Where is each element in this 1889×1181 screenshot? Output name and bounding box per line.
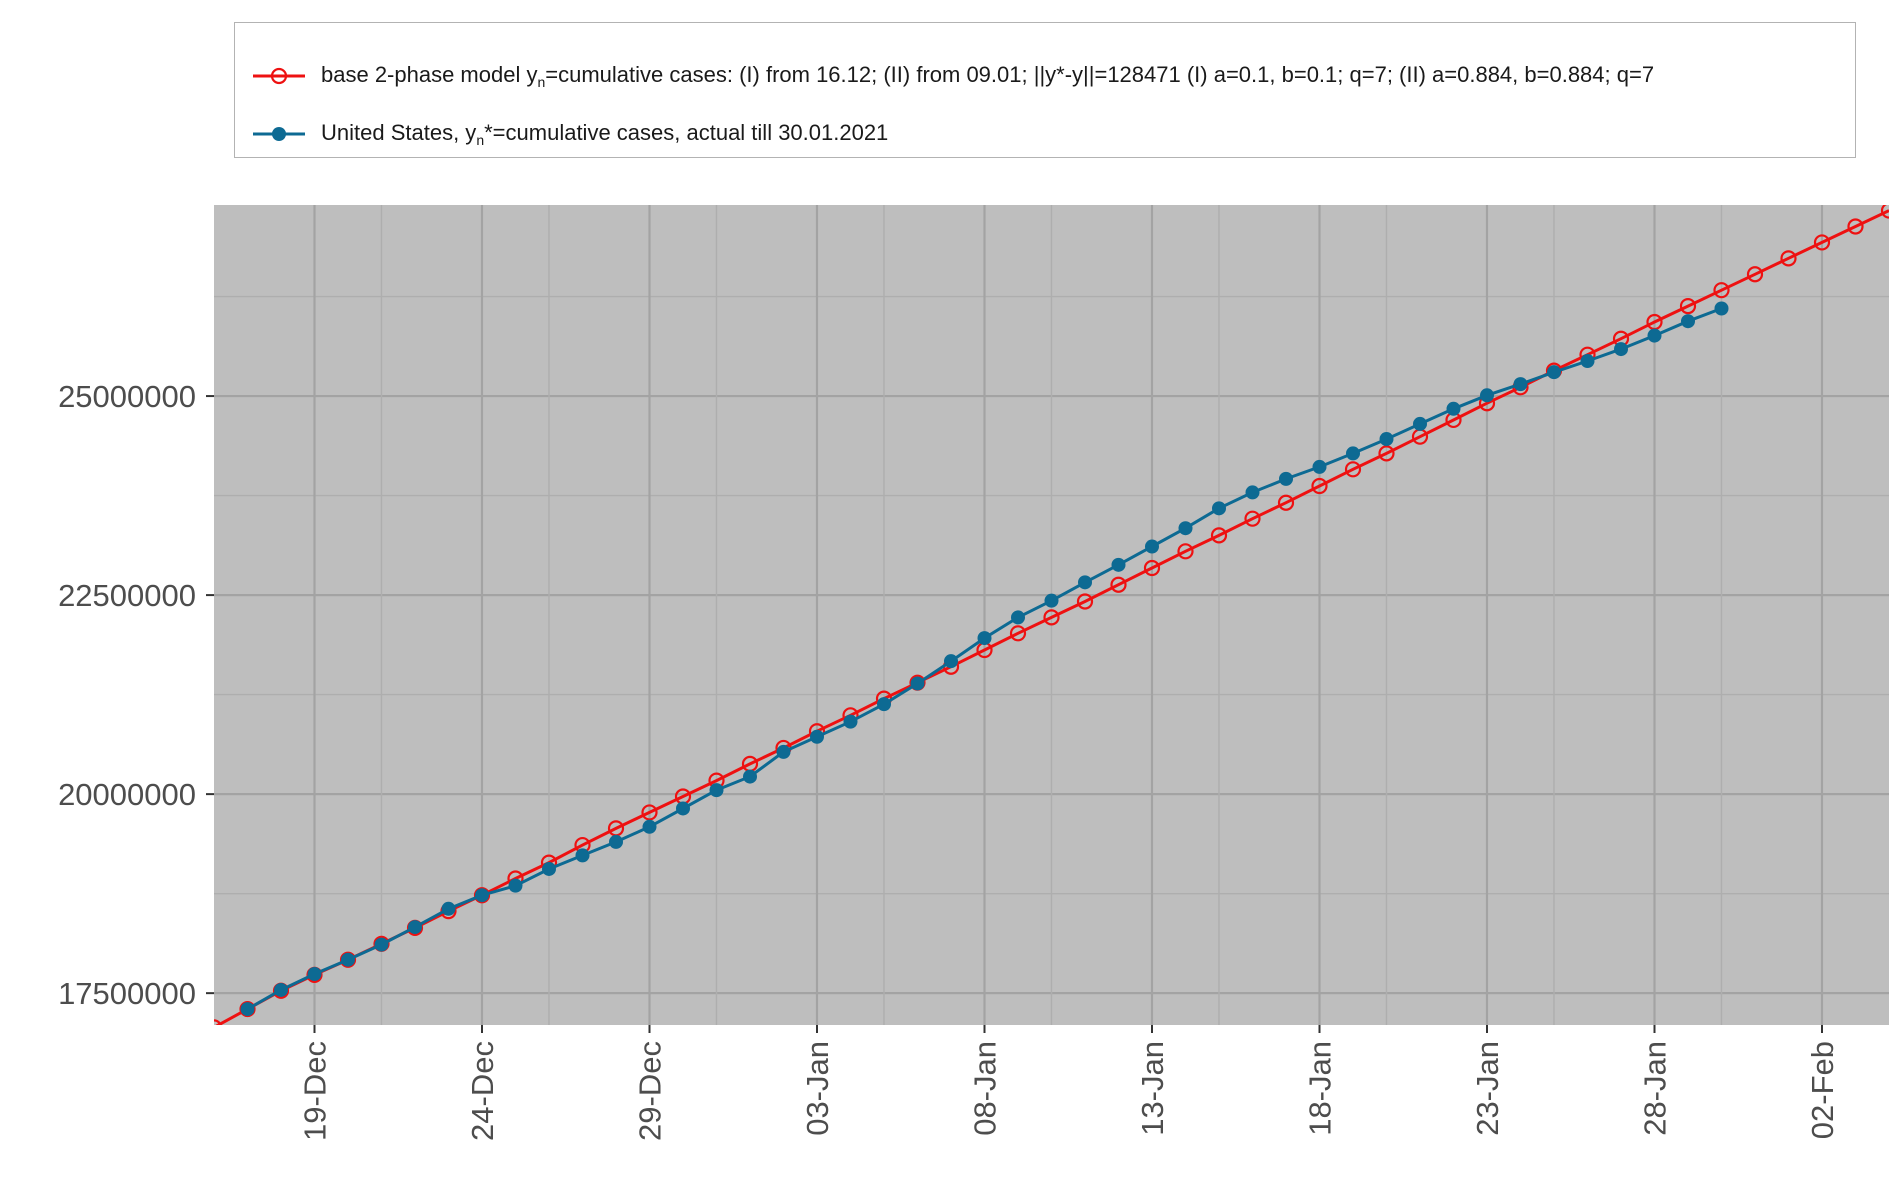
actual-point [1480, 388, 1494, 403]
model-point [1813, 234, 1831, 251]
x-tick-label: 18-Jan [1303, 1041, 1338, 1136]
x-tick-label: 24-Dec [465, 1041, 500, 1141]
legend-item-actual: United States, yn*=cumulative cases, act… [253, 119, 888, 149]
actual-point [1647, 328, 1662, 343]
model-point [641, 804, 658, 821]
x-tick-label: 02-Feb [1805, 1041, 1840, 1139]
model-point [1880, 205, 1889, 219]
actual-point [1614, 342, 1628, 357]
actual-point [1078, 575, 1092, 590]
actual-point [910, 676, 925, 691]
y-axis: 17500000 20000000 22500000 25000000 [58, 379, 214, 1011]
actual-point [1681, 314, 1695, 329]
actual-point [877, 697, 891, 712]
actual-point [508, 878, 523, 893]
actual-point [810, 729, 824, 744]
y-tick-label: 25000000 [58, 379, 196, 414]
actual-point [1145, 539, 1159, 554]
model-point [1043, 609, 1060, 626]
actual-point [1011, 610, 1025, 625]
actual-point [743, 769, 757, 784]
actual-point [441, 901, 456, 916]
actual-point [1279, 471, 1293, 486]
legend: base 2-phase model yn=cumulative cases: … [234, 22, 1856, 158]
model-point [1746, 266, 1764, 283]
actual-point [709, 783, 724, 798]
x-tick-label: 13-Jan [1135, 1041, 1170, 1136]
actual-point [609, 834, 623, 849]
actual-point [1580, 354, 1595, 369]
actual-point [776, 744, 791, 759]
model-point [1311, 477, 1328, 495]
actual-point [1714, 301, 1729, 316]
model-point [1344, 461, 1362, 478]
model-point [1847, 218, 1864, 235]
actual-point [475, 888, 489, 903]
actual-point [676, 801, 690, 816]
y-tick-label: 17500000 [58, 976, 196, 1011]
actual-point [1513, 377, 1528, 392]
actual-point [1346, 446, 1360, 461]
legend-key-actual [253, 127, 305, 141]
legend-label-model: base 2-phase model yn=cumulative cases: … [321, 62, 1655, 90]
actual-point [1446, 401, 1461, 416]
model-line [215, 209, 1889, 1025]
actual-point [542, 861, 556, 876]
model-point [1076, 593, 1094, 610]
model-point [1110, 576, 1127, 593]
actual-point [1413, 416, 1427, 431]
model-point [1713, 282, 1730, 299]
model-point [1177, 543, 1194, 560]
y-tick-label: 20000000 [58, 777, 196, 812]
x-tick-label: 23-Jan [1470, 1041, 1505, 1136]
x-tick-label: 03-Jan [800, 1041, 835, 1136]
x-tick-label: 08-Jan [968, 1041, 1003, 1136]
model-point [1009, 625, 1027, 642]
x-tick-label: 19-Dec [298, 1041, 333, 1141]
actual-point [408, 920, 422, 935]
actual-point [1312, 459, 1327, 474]
actual-point [944, 654, 958, 669]
y-tick-label: 22500000 [58, 578, 196, 613]
legend-key-model [253, 67, 305, 85]
actual-point [843, 714, 858, 729]
actual-point [1212, 501, 1226, 516]
actual-point [274, 982, 288, 997]
actual-point [1547, 365, 1561, 380]
actual-point [1379, 432, 1394, 447]
series-actual [240, 301, 1729, 1017]
x-tick-label: 29-Dec [633, 1041, 668, 1141]
actual-point [374, 937, 389, 952]
actual-point [1111, 557, 1126, 572]
model-point [1780, 250, 1797, 267]
legend-label-actual: United States, yn*=cumulative cases, act… [321, 120, 889, 148]
model-point [1210, 527, 1228, 544]
actual-point [1044, 593, 1059, 608]
actual-point [642, 819, 657, 834]
legend-item-model: base 2-phase model yn=cumulative cases: … [253, 61, 1654, 91]
actual-point [1245, 485, 1260, 500]
actual-point [307, 967, 322, 982]
actual-point [575, 848, 590, 863]
actual-point [341, 952, 355, 967]
grid-lines [214, 205, 1889, 1025]
model-point [1277, 494, 1295, 511]
actual-point [977, 631, 992, 646]
model-point [1679, 298, 1697, 315]
model-point [1244, 510, 1261, 527]
actual-point [240, 1002, 255, 1017]
actual-point [1178, 521, 1193, 536]
x-tick-label: 28-Jan [1638, 1041, 1673, 1136]
model-point [1378, 445, 1395, 462]
model-point [1143, 559, 1161, 577]
x-axis: 19-Dec 24-Dec 29-Dec 03-Jan 08-Jan 13-Jan 18-J… [298, 1025, 1840, 1141]
